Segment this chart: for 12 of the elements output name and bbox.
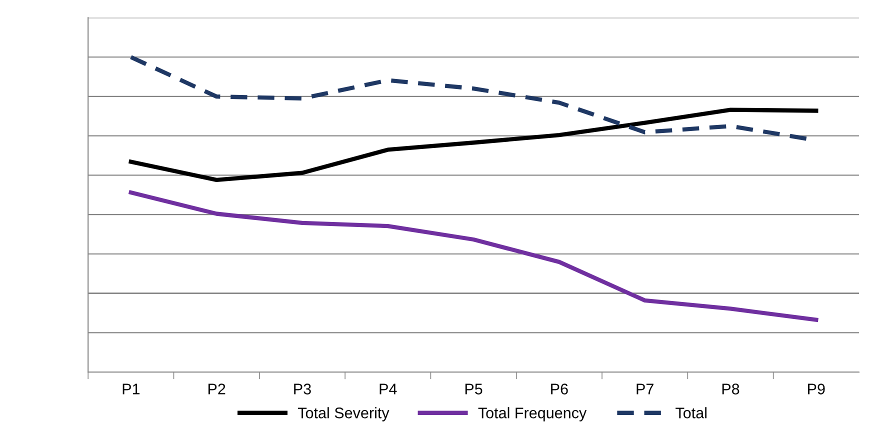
x-tick-label: P3 — [294, 384, 311, 394]
x-tick-label: P5 — [465, 384, 482, 394]
legend-label: Total Severity — [298, 407, 390, 422]
x-tick-label: P8 — [722, 384, 740, 394]
x-tick-label: P2 — [208, 384, 226, 394]
legend-label: Total Frequency — [478, 407, 587, 422]
x-tick-label: P9 — [808, 384, 825, 394]
legend-label: Total — [676, 407, 706, 418]
x-tick-label: P7 — [636, 384, 654, 394]
x-tick-label: P1 — [122, 384, 140, 394]
x-tick-label: P4 — [380, 384, 397, 394]
x-tick-label: P6 — [551, 384, 568, 394]
